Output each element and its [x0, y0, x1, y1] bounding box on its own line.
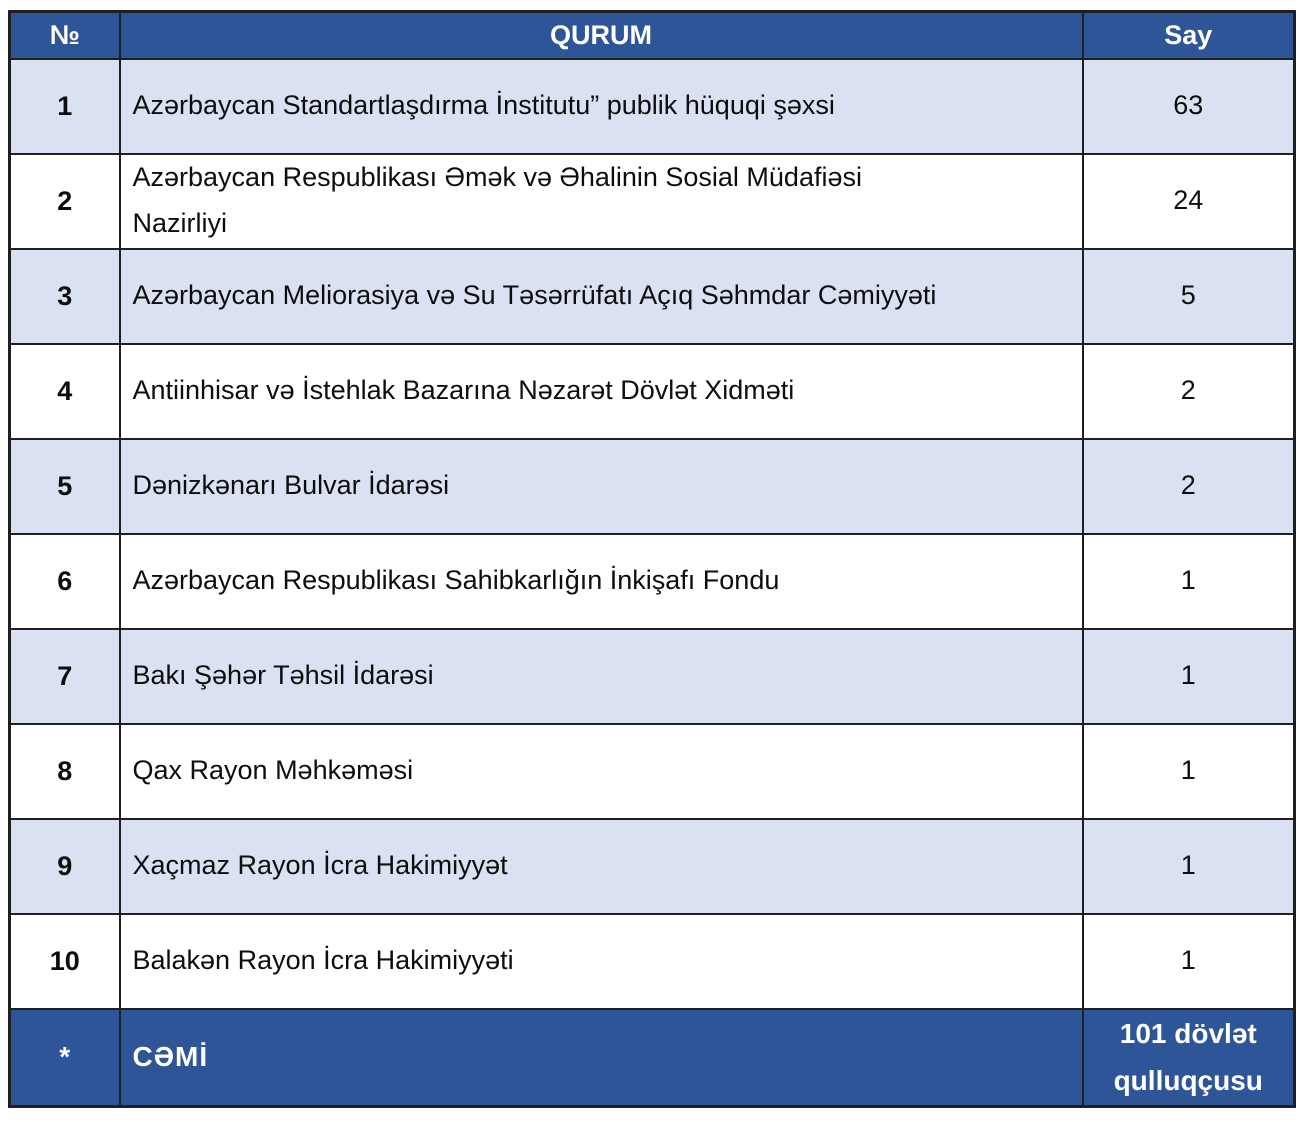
table-row: 8 Qax Rayon Məhkəməsi 1 — [8, 722, 1296, 820]
col-header-qurum: QURUM — [118, 10, 1084, 60]
header-row: № QURUM Say — [8, 10, 1296, 60]
table-row: 7 Bakı Şəhər Təhsil İdarəsi 1 — [8, 627, 1296, 725]
qurum-cell: Xaçmaz Rayon İcra Hakimiyyət — [118, 817, 1084, 915]
row-number: 8 — [8, 722, 121, 820]
total-row-marker: * — [8, 1007, 121, 1108]
row-number: 9 — [8, 817, 121, 915]
qurum-cell: Azərbaycan Standartlaşdırma İnstitutu” p… — [118, 57, 1084, 155]
say-cell: 2 — [1081, 437, 1296, 535]
say-cell: 2 — [1081, 342, 1296, 440]
row-number: 2 — [8, 152, 121, 250]
table-body: 1 Azərbaycan Standartlaşdırma İnstitutu” … — [8, 57, 1296, 1010]
table-row: 3 Azərbaycan Meliorasiya və Su Təsərrüfat… — [8, 247, 1296, 345]
row-number: 7 — [8, 627, 121, 725]
say-cell: 24 — [1081, 152, 1296, 250]
qurum-cell: Azərbaycan Respublikası Əmək və Əhalinin… — [118, 152, 1084, 250]
qurum-cell: Azərbaycan Meliorasiya və Su Təsərrüfatı… — [118, 247, 1084, 345]
table-row: 4 Antiinhisar və İstehlak Bazarına Nəzarə… — [8, 342, 1296, 440]
row-number: 1 — [8, 57, 121, 155]
row-number: 3 — [8, 247, 121, 345]
table-row: 10 Balakən Rayon İcra Hakimiyyəti 1 — [8, 912, 1296, 1010]
col-header-say: Say — [1081, 10, 1296, 60]
say-cell: 5 — [1081, 247, 1296, 345]
qurum-cell: Bakı Şəhər Təhsil İdarəsi — [118, 627, 1084, 725]
table-row: 6 Azərbaycan Respublikası Sahibkarlığın İ… — [8, 532, 1296, 630]
qurum-cell: Antiinhisar və İstehlak Bazarına Nəzarət… — [118, 342, 1084, 440]
say-cell: 63 — [1081, 57, 1296, 155]
table-row: 5 Dənizkənarı Bulvar İdarəsi 2 — [8, 437, 1296, 535]
row-number: 10 — [8, 912, 121, 1010]
total-row-value: 101 dövlət qulluqçusu — [1081, 1007, 1296, 1108]
table-row: 1 Azərbaycan Standartlaşdırma İnstitutu” … — [8, 57, 1296, 155]
say-cell: 1 — [1081, 532, 1296, 630]
say-cell: 1 — [1081, 912, 1296, 1010]
table-row: 2 Azərbaycan Respublikası Əmək və Əhalini… — [8, 152, 1296, 250]
total-row: * CƏMİ 101 dövlət qulluqçusu — [8, 1007, 1296, 1108]
qurum-cell: Azərbaycan Respublikası Sahibkarlığın İn… — [118, 532, 1084, 630]
qurum-cell: Qax Rayon Məhkəməsi — [118, 722, 1084, 820]
say-cell: 1 — [1081, 722, 1296, 820]
table-row: 9 Xaçmaz Rayon İcra Hakimiyyət 1 — [8, 817, 1296, 915]
qurum-table: № QURUM Say 1 Azərbaycan Standartlaşdırma… — [8, 10, 1296, 1108]
row-number: 5 — [8, 437, 121, 535]
qurum-cell: Balakən Rayon İcra Hakimiyyəti — [118, 912, 1084, 1010]
total-row-label: CƏMİ — [118, 1007, 1084, 1108]
say-cell: 1 — [1081, 627, 1296, 725]
row-number: 4 — [8, 342, 121, 440]
row-number: 6 — [8, 532, 121, 630]
col-header-no: № — [8, 10, 121, 60]
say-cell: 1 — [1081, 817, 1296, 915]
qurum-cell: Dənizkənarı Bulvar İdarəsi — [118, 437, 1084, 535]
